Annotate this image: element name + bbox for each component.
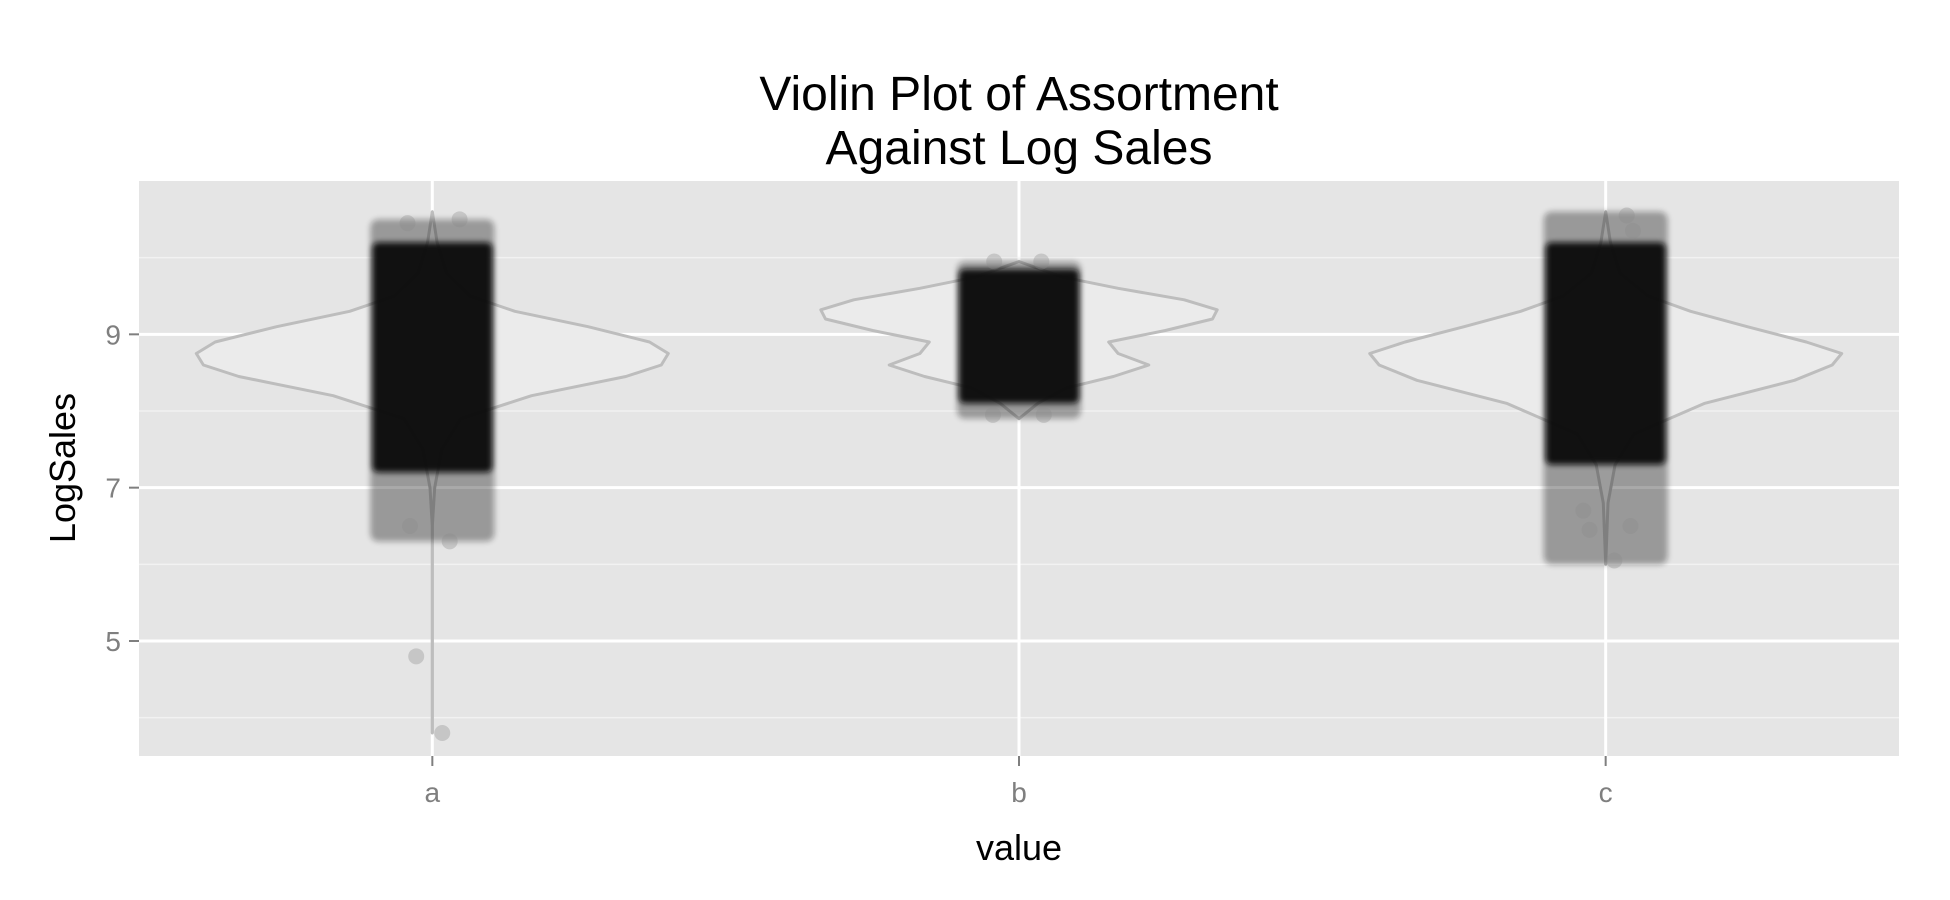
- outlier-point: [451, 211, 468, 228]
- y-tick-label: 7: [105, 473, 121, 504]
- outlier-point: [434, 725, 451, 741]
- x-tick-label: a: [425, 777, 441, 808]
- outlier-point: [408, 648, 425, 665]
- chart-title-line-1: Violin Plot of Assortment: [759, 68, 1278, 121]
- outlier-point: [1622, 518, 1639, 534]
- y-tick-label: 5: [105, 626, 121, 657]
- x-tick-label: c: [1599, 777, 1613, 808]
- points-layer: [370, 207, 1668, 741]
- axis-layer: 5 7 9 a b c: [105, 319, 1612, 808]
- outlier-point: [986, 253, 1003, 270]
- x-axis-title: value: [976, 827, 1062, 868]
- outlier-point: [402, 518, 419, 534]
- outlier-point: [1624, 222, 1641, 239]
- chart-title-line-2: Against Log Sales: [826, 122, 1213, 175]
- outlier-point: [984, 406, 1001, 423]
- y-tick-label: 9: [105, 319, 121, 350]
- outlier-point: [441, 533, 458, 550]
- outlier-point: [1033, 253, 1050, 270]
- outlier-point: [1035, 406, 1052, 423]
- outlier-point: [399, 215, 416, 232]
- outlier-point: [1606, 552, 1623, 569]
- outlier-point: [1618, 207, 1635, 224]
- y-axis-title: LogSales: [42, 393, 83, 543]
- outlier-point: [1575, 502, 1592, 519]
- points-core-a: [372, 242, 493, 473]
- points-core-c: [1545, 242, 1666, 465]
- points-core-b: [959, 269, 1079, 404]
- outlier-point: [1581, 521, 1598, 538]
- x-tick-label: b: [1011, 777, 1027, 808]
